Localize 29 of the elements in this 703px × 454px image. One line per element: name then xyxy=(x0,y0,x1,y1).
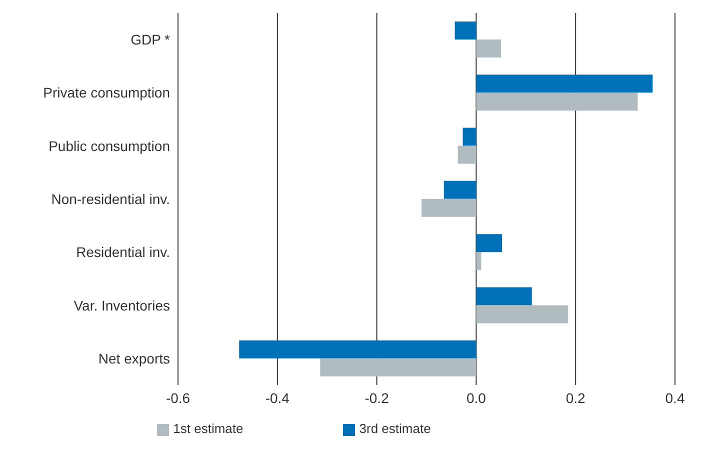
y-tick-label: Public consumption xyxy=(48,138,170,154)
bar xyxy=(476,92,638,111)
bar xyxy=(476,74,653,93)
x-tick-label: 0.4 xyxy=(665,390,685,406)
bar xyxy=(422,198,476,217)
bar xyxy=(239,340,476,358)
y-tick-label: Non-residential inv. xyxy=(51,190,170,207)
x-tick-label: 0.2 xyxy=(566,390,586,406)
y-tick-label: GDP * xyxy=(130,32,171,48)
y-tick-label: Var. Inventories xyxy=(74,297,170,314)
bar xyxy=(476,287,532,306)
bar xyxy=(454,22,476,40)
x-tick-label: -0.2 xyxy=(364,390,390,406)
x-tick-label: 0.0 xyxy=(466,390,486,406)
bar xyxy=(476,252,482,270)
legend-label: 3rd estimate xyxy=(359,421,431,436)
bar xyxy=(458,146,476,164)
x-tick-label: -0.4 xyxy=(265,390,290,406)
bar xyxy=(476,40,502,58)
y-tick-label: Private consumption xyxy=(43,84,170,101)
bar xyxy=(476,234,502,252)
y-tick-label: Residential inv. xyxy=(76,244,170,260)
y-tick-label: Net exports xyxy=(98,350,170,366)
legend-label: 1st estimate xyxy=(173,421,244,436)
bar xyxy=(444,180,476,199)
bar xyxy=(462,128,476,146)
bar xyxy=(476,305,568,324)
x-tick-label: -0.6 xyxy=(166,390,190,406)
bar xyxy=(320,358,476,376)
